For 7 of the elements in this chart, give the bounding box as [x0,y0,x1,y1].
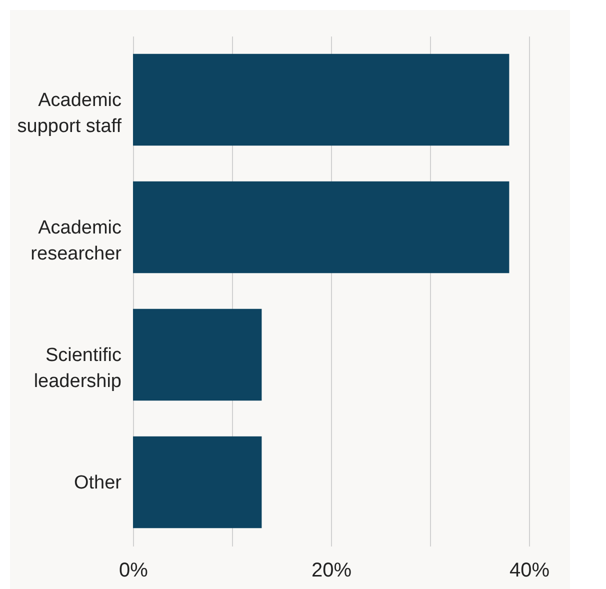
y-tick-label: Academic support staff [17,90,122,137]
y-tick-label: Scientific leadership [34,344,122,392]
y-tick-label: Other [74,472,122,494]
y-tick-label: Academic researcher [30,217,122,264]
x-tick-label: 40% [509,560,550,582]
x-tick-label: 0% [119,560,148,582]
x-tick-label: 20% [311,560,352,582]
